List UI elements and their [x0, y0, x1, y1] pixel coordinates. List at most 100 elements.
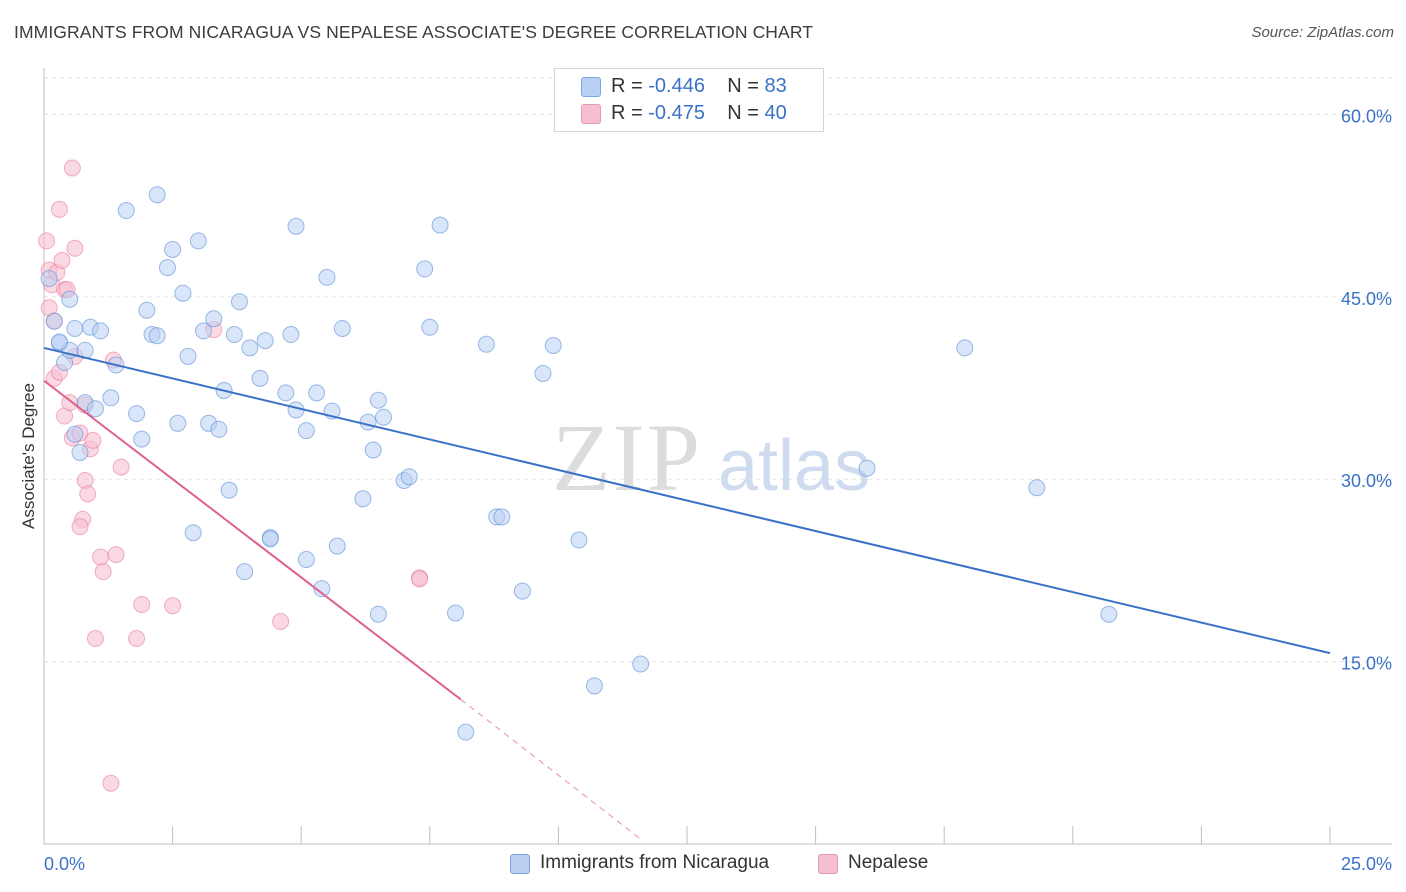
- point-nicaragua: [400, 468, 418, 486]
- point-nicaragua: [128, 405, 146, 423]
- point-nicaragua: [133, 430, 151, 448]
- x-tick-label: 25.0%: [1341, 854, 1392, 874]
- point-nepalese: [86, 630, 104, 648]
- point-nicaragua: [632, 655, 650, 673]
- point-nepalese: [84, 431, 102, 449]
- watermark: ZIP atlas: [552, 404, 870, 511]
- point-nicaragua: [158, 259, 176, 277]
- point-nicaragua: [261, 530, 279, 548]
- point-nicaragua: [457, 723, 475, 741]
- point-nicaragua: [45, 312, 63, 330]
- point-nicaragua: [66, 319, 84, 337]
- point-nicaragua: [1100, 605, 1118, 623]
- point-nicaragua: [251, 369, 269, 387]
- point-nicaragua: [92, 322, 110, 340]
- point-nicaragua: [102, 389, 120, 407]
- legend-n-value: 40: [764, 102, 787, 124]
- point-nicaragua: [61, 290, 79, 308]
- axes: [43, 68, 1392, 845]
- point-nicaragua: [1028, 479, 1046, 497]
- point-nepalese: [50, 200, 68, 218]
- point-nicaragua: [164, 240, 182, 258]
- legend-swatch-blue: [510, 854, 530, 874]
- trendline-nepalese: [43, 379, 462, 701]
- point-nicaragua: [328, 537, 346, 555]
- y-tick-label: 15.0%: [1341, 654, 1392, 674]
- point-nepalese: [164, 597, 182, 615]
- point-nicaragua: [354, 490, 372, 508]
- legend-swatch-blue: [581, 77, 601, 97]
- point-nicaragua: [318, 268, 336, 286]
- tick-labels: 15.0% 30.0% 45.0% 60.0% 0.0% 25.0%: [44, 106, 1392, 874]
- point-nicaragua: [534, 364, 552, 382]
- point-nicaragua: [66, 425, 84, 443]
- legend-n-value: 83: [764, 75, 787, 97]
- point-nicaragua: [256, 332, 274, 350]
- legend-r-label: R =: [611, 102, 649, 124]
- point-nicaragua: [210, 420, 228, 438]
- point-nicaragua: [313, 580, 331, 598]
- point-nepalese: [92, 548, 110, 566]
- point-nepalese: [63, 159, 81, 177]
- point-nicaragua: [858, 459, 876, 477]
- legend-n-label: N =: [727, 102, 765, 124]
- y-tick-label: 30.0%: [1341, 471, 1392, 491]
- point-nicaragua: [375, 408, 393, 426]
- correlation-legend: R = -0.446 N = 83 R = -0.475 N = 40: [554, 68, 824, 132]
- point-nepalese: [411, 570, 429, 588]
- point-nicaragua: [50, 333, 68, 351]
- point-nepalese: [94, 563, 112, 581]
- point-nicaragua: [364, 441, 382, 459]
- legend-n-label: N =: [727, 75, 765, 97]
- point-nicaragua: [184, 524, 202, 542]
- point-nicaragua: [236, 563, 254, 581]
- point-nicaragua: [225, 326, 243, 344]
- point-nepalese: [272, 612, 290, 630]
- point-nicaragua: [493, 508, 511, 526]
- point-nicaragua: [585, 677, 603, 695]
- y-axis-label: Associate's Degree: [19, 383, 38, 529]
- point-nepalese: [38, 232, 56, 250]
- point-nepalese: [71, 518, 89, 536]
- point-nicaragua: [369, 605, 387, 623]
- trend-lines: [43, 346, 1331, 840]
- point-nicaragua: [421, 318, 439, 336]
- point-nicaragua: [148, 327, 166, 345]
- series-nepalese-points: [38, 159, 429, 792]
- point-nepalese: [79, 485, 97, 503]
- trendline-nicaragua: [43, 346, 1331, 655]
- y-tick-label: 45.0%: [1341, 289, 1392, 309]
- point-nicaragua: [277, 384, 295, 402]
- watermark-atlas: atlas: [718, 426, 870, 506]
- point-nicaragua: [148, 186, 166, 204]
- point-nicaragua: [117, 202, 135, 220]
- point-nicaragua: [220, 481, 238, 499]
- point-nicaragua: [956, 339, 974, 357]
- point-nicaragua: [241, 339, 259, 357]
- point-nicaragua: [416, 260, 434, 278]
- point-nicaragua: [570, 531, 588, 549]
- point-nicaragua: [477, 335, 495, 353]
- point-nepalese: [112, 458, 130, 476]
- point-nicaragua: [71, 443, 89, 461]
- point-nepalese: [53, 251, 71, 269]
- point-nicaragua: [297, 550, 315, 568]
- legend-swatch-pink: [581, 104, 601, 124]
- point-nicaragua: [297, 422, 315, 440]
- point-nicaragua: [282, 326, 300, 344]
- point-nicaragua: [544, 336, 562, 354]
- point-nepalese: [102, 774, 120, 792]
- point-nicaragua: [86, 400, 104, 418]
- point-nepalese: [66, 239, 84, 257]
- legend-r-label: R =: [611, 75, 649, 97]
- point-nicaragua: [169, 414, 187, 432]
- point-nicaragua: [308, 384, 326, 402]
- point-nicaragua: [369, 391, 387, 409]
- point-nicaragua: [333, 319, 351, 337]
- point-nepalese: [128, 630, 146, 648]
- point-nicaragua: [447, 604, 465, 622]
- point-nicaragua: [194, 322, 212, 340]
- point-nicaragua: [513, 582, 531, 600]
- point-nicaragua: [230, 293, 248, 311]
